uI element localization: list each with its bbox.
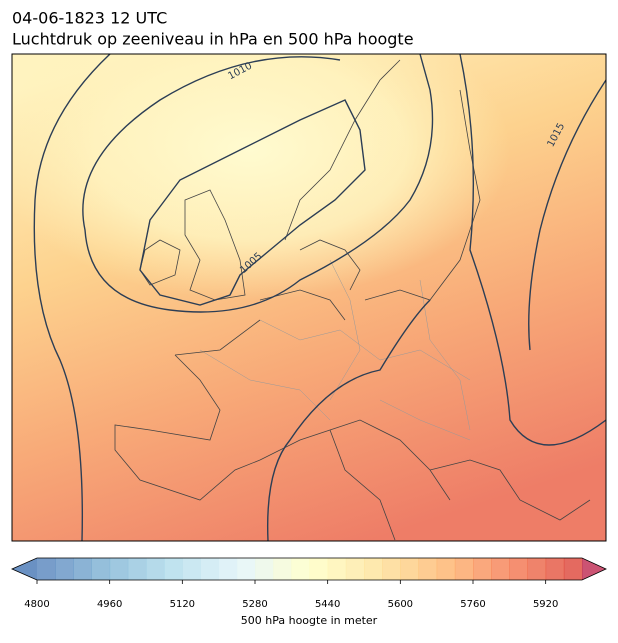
colorbar-segment — [309, 558, 329, 580]
isobar-1010 — [82, 54, 434, 313]
colorbar-label: 500 hPa hoogte in meter — [241, 614, 378, 627]
colorbar-tick-label: 5120 — [170, 599, 195, 610]
height-field — [12, 54, 510, 300]
colorbar-segment — [109, 558, 129, 580]
colorbar-segment — [182, 558, 201, 580]
colorbar-segment — [273, 558, 292, 580]
colorbar-segment — [400, 558, 419, 580]
isobar-1010b — [33, 54, 111, 541]
colorbar-segment — [527, 558, 547, 580]
colorbar-segment — [164, 558, 183, 580]
colorbar-segment — [146, 558, 165, 580]
coastlines — [114, 59, 591, 541]
colorbar-segment — [200, 558, 220, 580]
colorbar-segment — [491, 558, 510, 580]
colorbar-tick-label: 5280 — [242, 599, 267, 610]
colorbar-segment — [327, 558, 347, 580]
isobar-1015c — [266, 299, 431, 541]
colorbar-tick-label: 4800 — [24, 599, 49, 610]
colorbar-segment — [55, 558, 74, 580]
colorbar-segment — [236, 558, 256, 580]
colorbar: 4800 4960 5120 5280 5440 5600 5760 5920 — [11, 557, 607, 610]
colorbar-segment — [545, 558, 565, 580]
colorbar-segment — [127, 558, 147, 580]
colorbar-segment — [509, 558, 528, 580]
borders — [199, 259, 471, 441]
colorbar-extend-low — [12, 558, 37, 580]
colorbar-tick-label: 5600 — [388, 599, 413, 610]
colorbar-segment — [382, 558, 401, 580]
colorbar-tick-label: 5760 — [460, 599, 485, 610]
colorbar-tick-label: 4960 — [97, 599, 122, 610]
colorbar-segment — [436, 558, 456, 580]
title: 04-06-1823 12 UTC — [12, 9, 167, 28]
colorbar-segment — [364, 558, 383, 580]
colorbar-segment — [345, 558, 365, 580]
colorbar-segment — [218, 558, 238, 580]
colorbar-segment — [418, 558, 438, 580]
subtitle: Luchtdruk op zeeniveau in hPa en 500 hPa… — [12, 30, 414, 49]
colorbar-segment — [37, 558, 56, 580]
colorbar-segment — [473, 558, 492, 580]
map: 1010 1015 1005 — [12, 54, 606, 541]
colorbar-segment — [255, 558, 274, 580]
colorbar-extend-high — [582, 558, 606, 580]
colorbar-segment — [291, 558, 310, 580]
colorbar-segment — [91, 558, 111, 580]
isobar-1005 — [139, 99, 366, 306]
colorbar-segment — [563, 558, 583, 580]
map-frame — [11, 53, 607, 542]
colorbar-outline — [11, 557, 607, 581]
colorbar-tick-label: 5440 — [315, 599, 340, 610]
colorbar-segment — [73, 558, 92, 580]
colorbar-segment — [454, 558, 474, 580]
colorbar-tick-label: 5920 — [533, 599, 558, 610]
isobar-1015 — [459, 54, 606, 446]
isobar-1015b — [528, 79, 606, 351]
